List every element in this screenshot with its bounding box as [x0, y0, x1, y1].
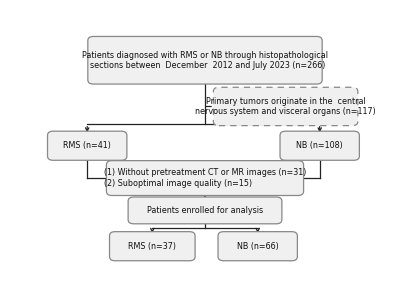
Text: NB (n=108): NB (n=108) [296, 141, 343, 150]
Text: (1) Without pretreatment CT or MR images (n=31)
(2) Suboptimal image quality (n=: (1) Without pretreatment CT or MR images… [104, 168, 306, 188]
FancyBboxPatch shape [106, 160, 304, 196]
Text: Patients diagnosed with RMS or NB through histopathological
  sections between  : Patients diagnosed with RMS or NB throug… [82, 51, 328, 70]
FancyBboxPatch shape [110, 232, 195, 261]
FancyBboxPatch shape [280, 131, 359, 160]
Text: Primary tumors originate in the  central
nervous system and visceral organs (n=1: Primary tumors originate in the central … [195, 97, 376, 116]
Text: Patients enrolled for analysis: Patients enrolled for analysis [147, 206, 263, 215]
FancyBboxPatch shape [128, 197, 282, 224]
FancyBboxPatch shape [88, 37, 322, 84]
Text: RMS (n=37): RMS (n=37) [128, 242, 176, 251]
Text: RMS (n=41): RMS (n=41) [63, 141, 111, 150]
FancyBboxPatch shape [213, 87, 358, 126]
FancyBboxPatch shape [48, 131, 127, 160]
FancyBboxPatch shape [218, 232, 297, 261]
Text: NB (n=66): NB (n=66) [237, 242, 278, 251]
